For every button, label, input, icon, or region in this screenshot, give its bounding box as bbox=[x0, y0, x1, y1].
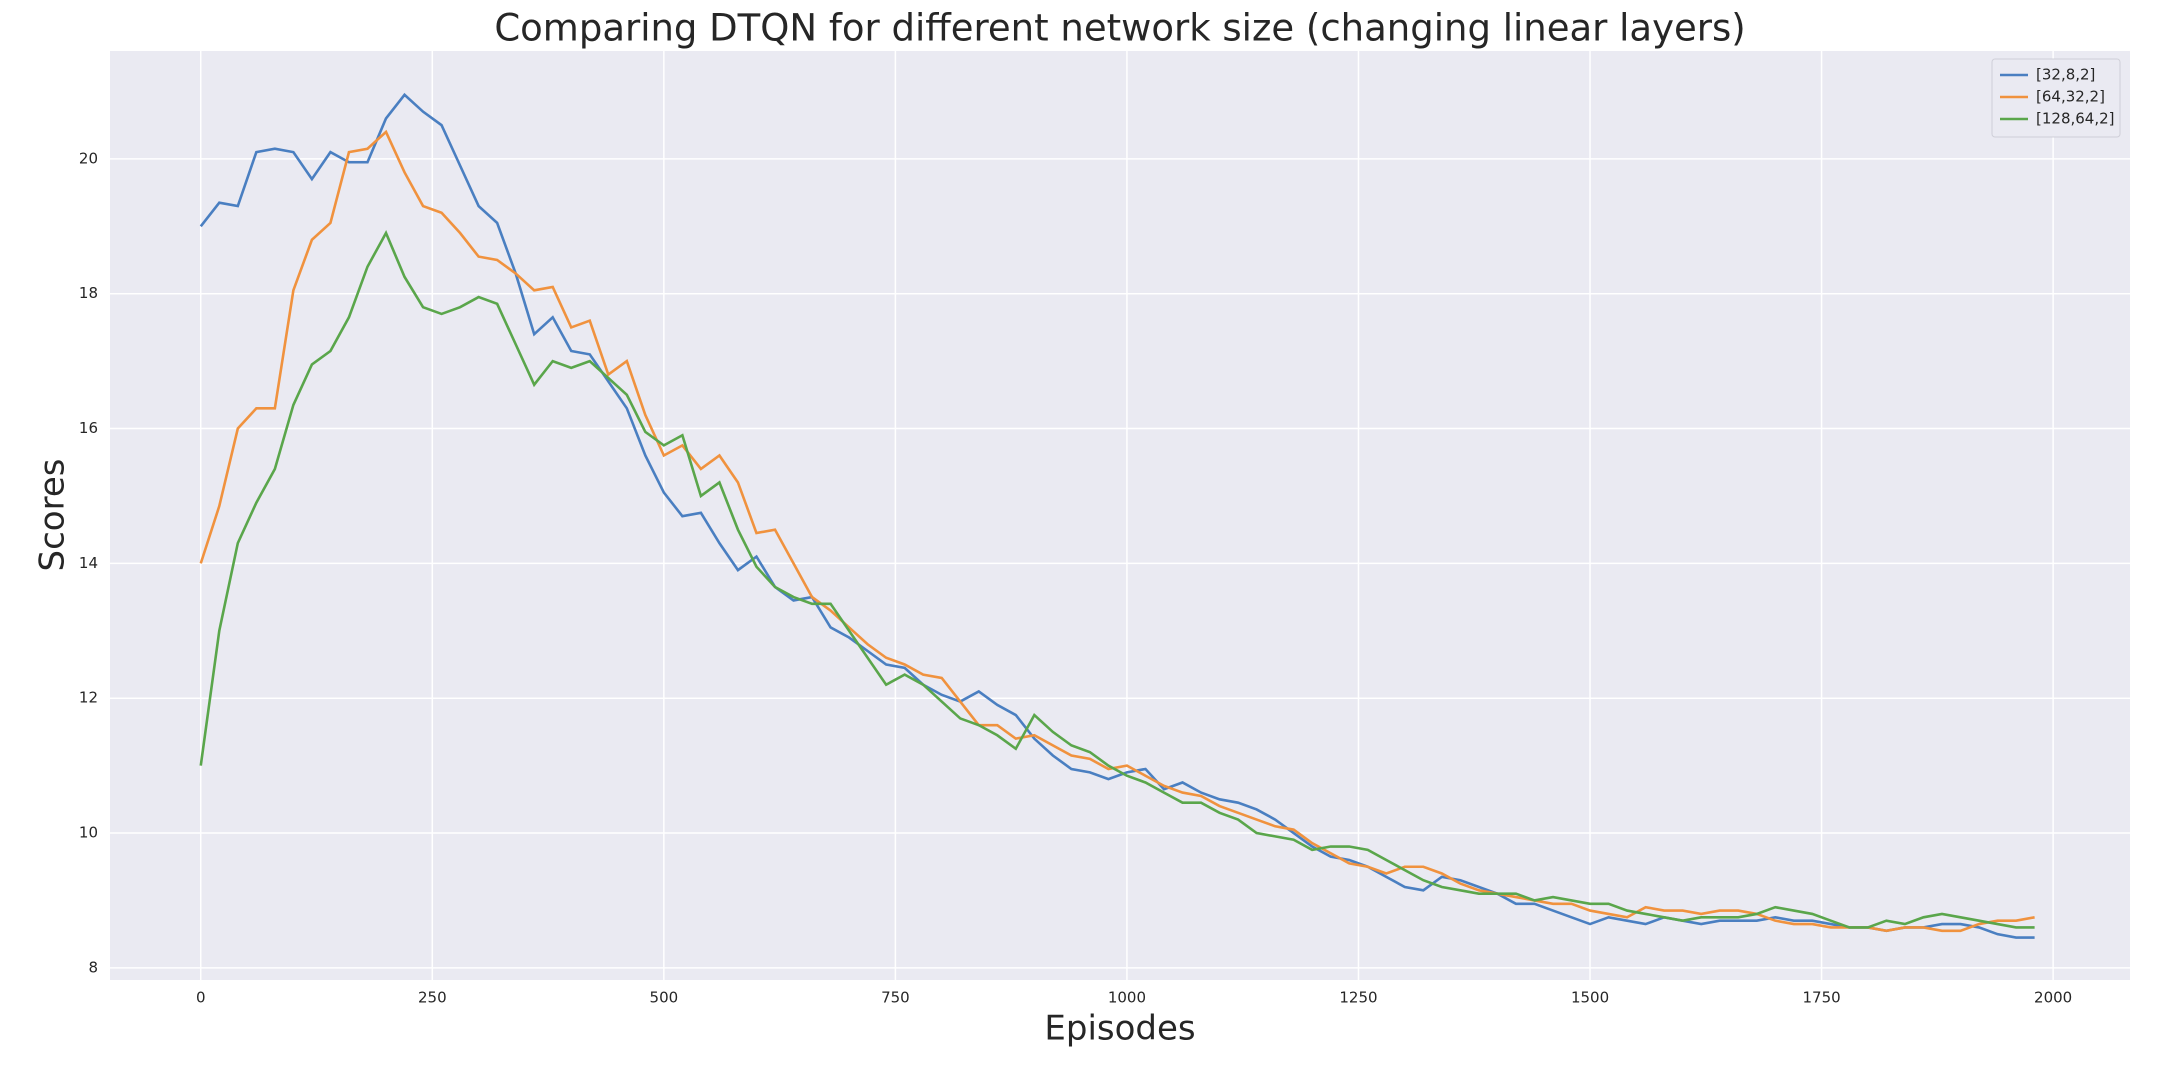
line-series bbox=[199, 230, 2035, 929]
x-tick-label: 2000 bbox=[2034, 989, 2072, 1007]
x-tick-label: 0 bbox=[196, 989, 206, 1007]
x-tick-label: 750 bbox=[881, 989, 910, 1007]
y-tick-label: 20 bbox=[79, 149, 98, 167]
y-tick-label: 8 bbox=[88, 958, 98, 976]
legend-label: [64,32,2] bbox=[2036, 88, 2105, 106]
y-tick-label: 18 bbox=[79, 284, 98, 302]
legend: [32,8,2] [64,32,2] [128,64,2] bbox=[1991, 58, 2121, 138]
x-tick-label: 500 bbox=[650, 989, 679, 1007]
y-axis-label: Scores bbox=[33, 459, 73, 572]
x-tick-label: 1250 bbox=[1339, 989, 1377, 1007]
line-series bbox=[199, 92, 2035, 939]
x-axis-label: Episodes bbox=[1044, 1009, 1195, 1049]
line-series bbox=[199, 129, 2035, 933]
y-tick-label: 12 bbox=[79, 689, 98, 707]
legend-label: [32,8,2] bbox=[2036, 66, 2095, 84]
x-tick-label: 1000 bbox=[1108, 989, 1146, 1007]
legend-label: [128,64,2] bbox=[2036, 110, 2115, 128]
x-tick-label: 1750 bbox=[1802, 989, 1840, 1007]
plot-area bbox=[110, 51, 2130, 980]
x-tick-label: 1500 bbox=[1571, 989, 1609, 1007]
chart-title: Comparing DTQN for different network siz… bbox=[494, 7, 1745, 50]
x-tick-label: 250 bbox=[418, 989, 447, 1007]
y-tick-label: 14 bbox=[79, 554, 98, 572]
legend-box bbox=[1991, 58, 2121, 138]
y-tick-label: 10 bbox=[79, 824, 98, 842]
y-tick-label: 16 bbox=[79, 419, 98, 437]
